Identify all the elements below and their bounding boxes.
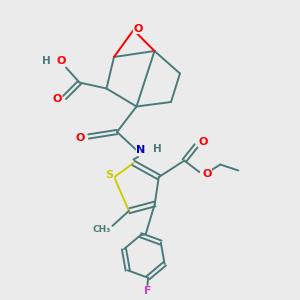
Text: F: F (144, 286, 151, 296)
Text: O: O (57, 56, 66, 66)
Text: O: O (75, 133, 85, 143)
Text: N: N (136, 145, 146, 155)
Text: O: O (52, 94, 62, 104)
Text: H: H (153, 144, 162, 154)
Text: O: O (133, 23, 143, 34)
Text: O: O (202, 169, 212, 178)
Text: H: H (42, 56, 51, 67)
Text: S: S (106, 170, 114, 180)
Text: O: O (198, 137, 208, 147)
Text: CH₃: CH₃ (93, 225, 111, 234)
